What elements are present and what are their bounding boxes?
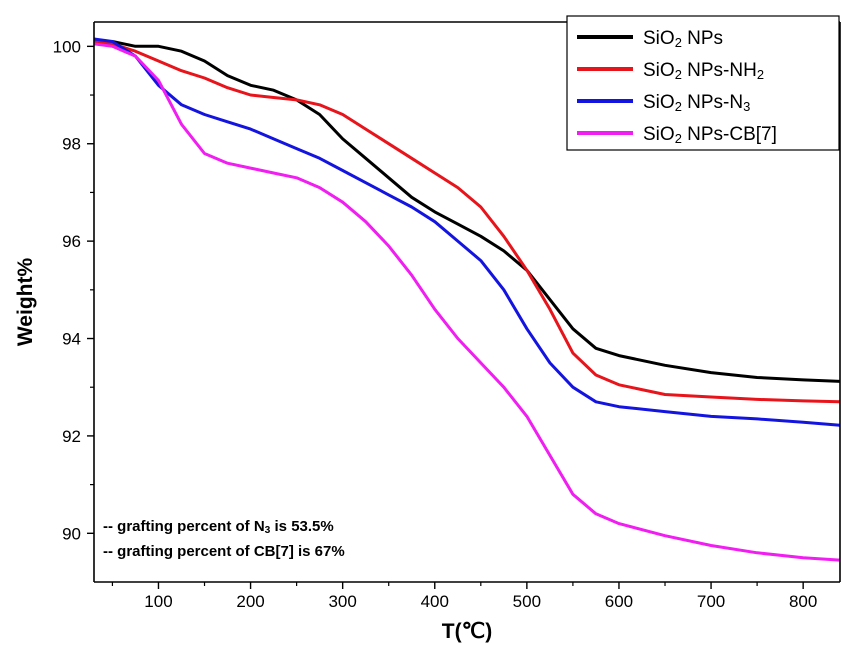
x-tick-label: 700 [697,592,725,611]
y-tick-label: 96 [62,232,81,251]
annotation-1: -- grafting percent of N3 is 53.5% [103,518,334,536]
legend-label-3: SiO2 NPs-N3 [643,92,750,114]
annotations: -- grafting percent of N3 is 53.5% -- gra… [103,518,345,560]
axes-layer: 100 200 300 400 500 600 700 800 90 92 94 96 98 100 [53,21,841,611]
x-tick-label: 800 [789,592,817,611]
x-tick-label: 400 [421,592,449,611]
series-line-1 [94,40,840,383]
x-axis-title: T(℃) [442,620,492,643]
x-tick-label: 500 [513,592,541,611]
y-tick-label: 92 [62,427,81,446]
x-tick-label: 200 [236,592,264,611]
series-line-4 [94,42,840,562]
legend: SiO2 NPs SiO2 NPs-NH2 SiO2 NPs-N3 SiO2 NPs-… [566,15,840,151]
annotation-2: -- grafting percent of CB[7] is 67% [103,543,345,560]
y-tick-label: 100 [53,37,81,56]
x-tick-label: 100 [144,592,172,611]
x-tick-label: 300 [328,592,356,611]
series-layer [94,37,840,562]
y-tick-label: 94 [62,330,81,349]
y-tick-label: 98 [62,135,81,154]
y-axis-title: Weight% [14,258,37,347]
series-line-3 [94,37,840,427]
legend-label-2: SiO2 NPs-NH2 [643,60,764,82]
y-tick-label: 90 [62,524,81,543]
x-tick-label: 600 [605,592,633,611]
legend-label-1: SiO2 NPs [643,28,723,50]
legend-label-4: SiO2 NPs-CB[7] [643,124,777,146]
series-line-2 [94,40,840,404]
